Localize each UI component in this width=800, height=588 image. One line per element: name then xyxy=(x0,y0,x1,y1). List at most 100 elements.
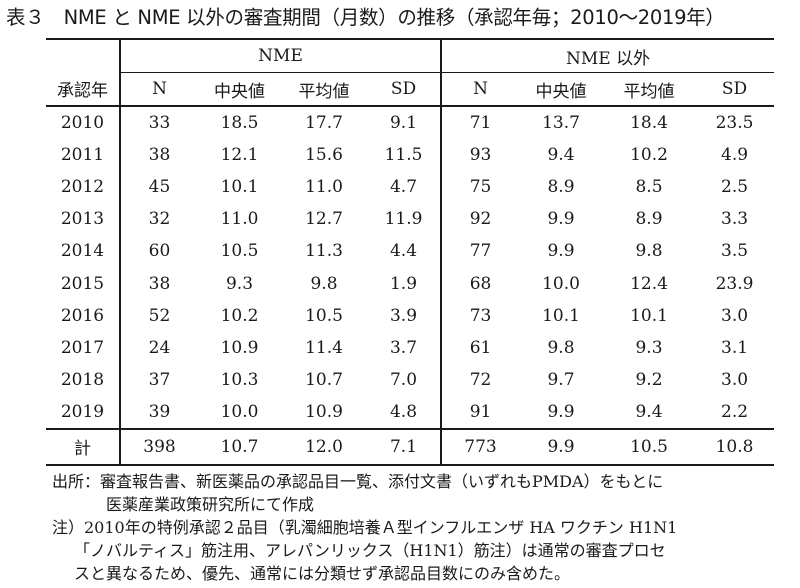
year-cell: 2015 xyxy=(46,267,121,300)
nme-n-cell: 24 xyxy=(148,337,171,358)
non-nme-median-cell: 9.7 xyxy=(547,369,575,390)
nme-median-cell: 10.2 xyxy=(220,305,259,326)
nme-sd-cell: 1.9 xyxy=(367,267,443,300)
nme-n-cell: 52 xyxy=(148,305,171,326)
non-nme-median-cell: 13.7 xyxy=(542,113,580,134)
nme-mean-cell: 10.7 xyxy=(305,369,343,390)
nme-sd-cell: 7.0 xyxy=(367,363,443,396)
table-row: 2010 33 18.5 17.7 9.1 71 13.7 18.4 23.5 xyxy=(46,106,774,140)
non-nme-median-cell: 9.9 xyxy=(547,209,575,230)
header-spacer xyxy=(46,38,121,73)
non-nme-mean-cell: 9.2 xyxy=(635,369,663,390)
non-nme-median-cell: 10.1 xyxy=(542,305,580,326)
non-nme-median-cell: 9.9 xyxy=(547,241,575,262)
nme-sd-cell: 4.7 xyxy=(367,171,443,204)
nme-sd-cell: 3.9 xyxy=(367,299,443,332)
year-cell: 2016 xyxy=(46,299,121,332)
nme-mean-cell: 11.4 xyxy=(305,337,343,358)
nme-n-cell: 33 xyxy=(148,113,171,134)
non-nme-sd-cell: 4.9 xyxy=(721,145,749,166)
nme-median-cell: 9.3 xyxy=(225,273,254,294)
group-header-nme: NME xyxy=(120,38,443,73)
non-nme-sd-cell: 3.1 xyxy=(721,337,749,358)
col-header-nme-n: N xyxy=(120,72,198,107)
total-non-nme-median: 9.9 xyxy=(519,427,604,466)
year-cell: 2018 xyxy=(46,363,121,396)
footnote: 注）2010年の特例承認２品目（乳濁細胞培養Ａ型インフルエンザ HA ワクチン … xyxy=(52,518,678,537)
non-nme-n-cell: 77 xyxy=(469,241,492,262)
year-cell: 2013 xyxy=(46,203,121,236)
nme-median-cell: 10.9 xyxy=(220,337,259,358)
year-cell: 2012 xyxy=(46,171,121,204)
non-nme-mean-cell: 12.4 xyxy=(630,273,668,294)
non-nme-sd-cell: 3.0 xyxy=(721,369,749,390)
col-header-nme-median: 中央値 xyxy=(198,72,281,107)
total-non-nme-sd: 10.8 xyxy=(695,427,775,466)
non-nme-n-cell: 92 xyxy=(469,209,492,230)
table-row: 2019 39 10.0 10.9 4.8 91 9.9 9.4 2.2 xyxy=(46,395,774,429)
table-title: 表３ NME と NME 以外の審査期間（月数）の推移（承認年毎；2010〜20… xyxy=(6,6,725,29)
non-nme-n-cell: 73 xyxy=(469,305,492,326)
non-nme-median-cell: 8.9 xyxy=(547,177,575,198)
total-nme-sd: 7.1 xyxy=(367,427,443,466)
nme-n-cell: 60 xyxy=(148,241,171,262)
year-cell: 2011 xyxy=(46,139,121,172)
non-nme-sd-cell: 3.0 xyxy=(721,305,749,326)
non-nme-mean-cell: 9.8 xyxy=(635,241,663,262)
source-note-continued: 医薬産業政策研究所にて作成 xyxy=(106,495,315,514)
non-nme-mean-cell: 10.2 xyxy=(630,145,668,166)
table-notes: 出所：審査報告書、新医薬品の承認品目一覧、添付文書（いずれもPMDA）をもとに … xyxy=(52,470,796,585)
nme-median-cell: 11.0 xyxy=(220,209,259,230)
nme-mean-cell: 11.3 xyxy=(305,241,343,262)
nme-sd-cell: 11.5 xyxy=(367,139,443,172)
nme-median-cell: 12.1 xyxy=(220,145,259,166)
non-nme-sd-cell: 2.5 xyxy=(721,177,749,198)
nme-n-cell: 38 xyxy=(148,145,171,166)
nme-median-cell: 10.0 xyxy=(220,401,259,422)
non-nme-median-cell: 10.0 xyxy=(542,273,580,294)
year-cell: 2019 xyxy=(46,395,121,429)
year-cell: 2014 xyxy=(46,235,121,268)
nme-n-cell: 37 xyxy=(148,369,171,390)
col-header-nme-mean: 平均値 xyxy=(281,72,367,107)
total-nme-n: 398 xyxy=(120,427,198,466)
table-row: 2013 32 11.0 12.7 11.9 92 9.9 8.9 3.3 xyxy=(46,203,774,236)
non-nme-median-cell: 9.8 xyxy=(547,337,575,358)
col-header-non-nme-n: N xyxy=(441,72,520,107)
non-nme-mean-cell: 10.1 xyxy=(630,305,668,326)
row-header-year: 承認年 xyxy=(46,72,121,107)
group-header-non-nme: NME 以外 xyxy=(441,38,775,73)
nme-mean-cell: 10.9 xyxy=(305,401,343,422)
nme-sd-cell: 11.9 xyxy=(367,203,443,236)
year-cell: 2010 xyxy=(46,106,121,140)
non-nme-mean-cell: 9.4 xyxy=(635,401,663,422)
table-row: 2015 38 9.3 9.8 1.9 68 10.0 12.4 23.9 xyxy=(46,267,774,300)
nme-n-cell: 45 xyxy=(148,177,171,198)
table-row: 2011 38 12.1 15.6 11.5 93 9.4 10.2 4.9 xyxy=(46,139,774,172)
non-nme-sd-cell: 3.5 xyxy=(721,241,749,262)
table-row: 2012 45 10.1 11.0 4.7 75 8.9 8.5 2.5 xyxy=(46,171,774,204)
non-nme-n-cell: 68 xyxy=(469,273,492,294)
nme-mean-cell: 12.7 xyxy=(305,209,343,230)
footnote-continued: スと異なるため、優先、通常には分類せず承認品目数にのみ含めた。 xyxy=(74,564,571,583)
nme-mean-cell: 11.0 xyxy=(305,177,343,198)
non-nme-n-cell: 71 xyxy=(469,113,492,134)
total-non-nme-mean: 10.5 xyxy=(603,427,696,466)
non-nme-sd-cell: 23.5 xyxy=(715,113,754,134)
non-nme-n-cell: 91 xyxy=(469,401,492,422)
nme-sd-cell: 4.8 xyxy=(367,395,443,429)
nme-median-cell: 10.3 xyxy=(220,369,259,390)
footnote-continued: 「ノバルティス」筋注用、アレパンリックス（H1N1）筋注）は通常の審査プロセ xyxy=(74,541,666,560)
nme-mean-cell: 10.5 xyxy=(305,305,343,326)
nme-sd-cell: 4.4 xyxy=(367,235,443,268)
total-non-nme-n: 773 xyxy=(441,427,520,466)
nme-median-cell: 10.1 xyxy=(220,177,259,198)
non-nme-median-cell: 9.9 xyxy=(547,401,575,422)
total-nme-mean: 12.0 xyxy=(281,427,367,466)
nme-mean-cell: 9.8 xyxy=(310,273,338,294)
col-header-non-nme-mean: 平均値 xyxy=(603,72,696,107)
nme-n-cell: 38 xyxy=(148,273,171,294)
non-nme-sd-cell: 2.2 xyxy=(721,401,749,422)
total-row: 計 398 10.7 12.0 7.1 773 9.9 10.5 10.8 xyxy=(46,427,775,466)
total-nme-median: 10.7 xyxy=(198,427,281,466)
